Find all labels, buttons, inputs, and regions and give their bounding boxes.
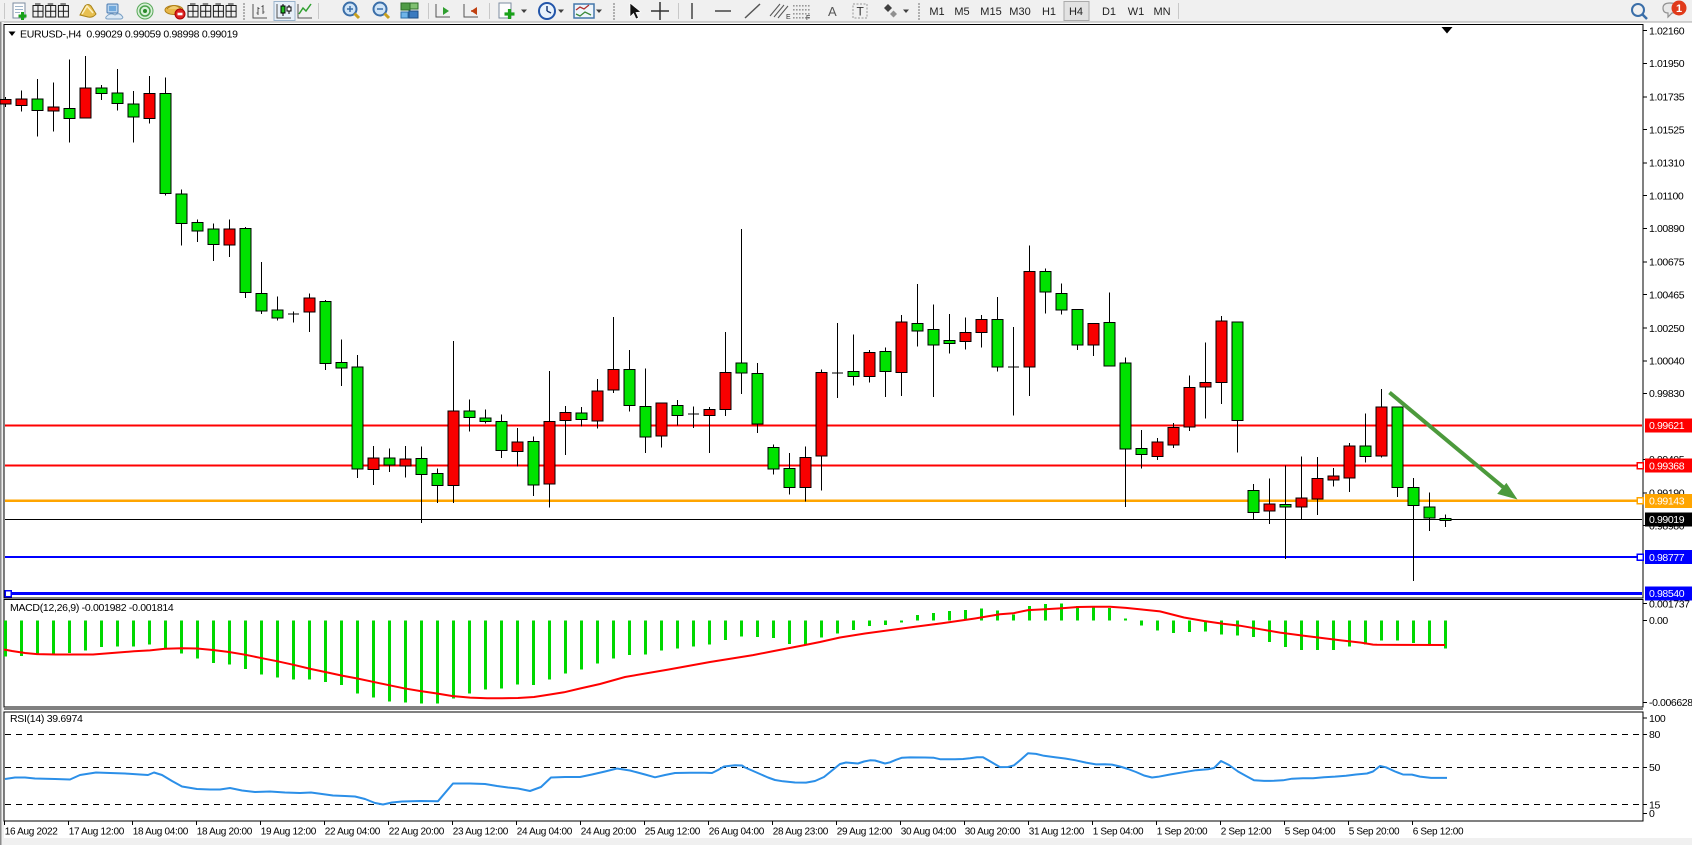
svg-text:MACD(12,26,9) -0.001982 -0.001: MACD(12,26,9) -0.001982 -0.001814 (10, 602, 174, 614)
svg-text:0.99019: 0.99019 (1649, 514, 1685, 526)
svg-text:26 Aug 04:00: 26 Aug 04:00 (709, 827, 765, 838)
svg-text:23 Aug 12:00: 23 Aug 12:00 (453, 827, 509, 838)
svg-text:18 Aug 20:00: 18 Aug 20:00 (197, 827, 253, 838)
svg-text:M30: M30 (1009, 6, 1030, 18)
svg-text:30 Aug 04:00: 30 Aug 04:00 (901, 827, 957, 838)
svg-text:22 Aug 04:00: 22 Aug 04:00 (325, 827, 381, 838)
svg-text:0.98540: 0.98540 (1649, 588, 1685, 600)
svg-text:0.99830: 0.99830 (1649, 388, 1685, 400)
svg-text:1.01100: 1.01100 (1649, 190, 1684, 202)
svg-text:17 Aug 12:00: 17 Aug 12:00 (69, 827, 125, 838)
svg-text:H4: H4 (1069, 6, 1083, 18)
svg-text:-0.006628: -0.006628 (1649, 697, 1692, 709)
svg-text:F: F (806, 15, 810, 22)
svg-text:A: A (828, 4, 837, 19)
svg-text:1.02160: 1.02160 (1649, 25, 1685, 37)
svg-text:1.00465: 1.00465 (1649, 289, 1685, 301)
svg-text:0.001737: 0.001737 (1649, 598, 1690, 610)
svg-text:25 Aug 12:00: 25 Aug 12:00 (645, 827, 701, 838)
svg-text:D1: D1 (1102, 6, 1116, 18)
svg-text:M5: M5 (954, 6, 969, 18)
svg-text:MN: MN (1153, 6, 1170, 18)
svg-text:W1: W1 (1128, 6, 1145, 18)
svg-text:1.00675: 1.00675 (1649, 257, 1685, 269)
svg-text:EURUSD-,H4 0.99029 0.99059 0.: EURUSD-,H4 0.99029 0.99059 0.98998 0.990… (20, 29, 238, 41)
svg-text:0.99143: 0.99143 (1649, 496, 1685, 508)
svg-text:1.00890: 1.00890 (1649, 223, 1685, 235)
svg-text:T: T (857, 5, 865, 19)
svg-text:5 Sep 20:00: 5 Sep 20:00 (1349, 827, 1400, 838)
svg-text:6 Sep 12:00: 6 Sep 12:00 (1413, 827, 1464, 838)
svg-text:1 Sep 04:00: 1 Sep 04:00 (1093, 827, 1144, 838)
svg-text:31 Aug 12:00: 31 Aug 12:00 (1029, 827, 1085, 838)
svg-text:0.00: 0.00 (1649, 615, 1668, 627)
svg-text:1.01310: 1.01310 (1649, 158, 1685, 170)
svg-text:1.01525: 1.01525 (1649, 124, 1685, 136)
svg-text:RSI(14) 39.6974: RSI(14) 39.6974 (10, 713, 83, 725)
svg-text:1.00040: 1.00040 (1649, 356, 1685, 368)
svg-text:1.01735: 1.01735 (1649, 92, 1685, 104)
svg-text:28 Aug 23:00: 28 Aug 23:00 (773, 827, 829, 838)
svg-text:M1: M1 (929, 6, 944, 18)
svg-text:M15: M15 (980, 6, 1001, 18)
svg-text:0.98777: 0.98777 (1649, 552, 1685, 564)
svg-text:1.01950: 1.01950 (1649, 58, 1685, 70)
svg-text:15: 15 (1649, 799, 1660, 811)
svg-text:1: 1 (1676, 3, 1682, 15)
svg-text:5 Sep 04:00: 5 Sep 04:00 (1285, 827, 1336, 838)
svg-text:E: E (786, 14, 791, 21)
svg-text:0: 0 (1649, 808, 1655, 820)
svg-text:100: 100 (1649, 713, 1666, 725)
svg-text:19 Aug 12:00: 19 Aug 12:00 (261, 827, 317, 838)
svg-text:0.99621: 0.99621 (1649, 420, 1685, 432)
svg-text:H1: H1 (1042, 6, 1056, 18)
svg-text:16 Aug 2022: 16 Aug 2022 (5, 827, 59, 838)
svg-text:22 Aug 20:00: 22 Aug 20:00 (389, 827, 445, 838)
svg-text:24 Aug 04:00: 24 Aug 04:00 (517, 827, 573, 838)
svg-text:80: 80 (1649, 729, 1660, 741)
svg-text:2 Sep 12:00: 2 Sep 12:00 (1221, 827, 1272, 838)
svg-text:50: 50 (1649, 762, 1660, 774)
svg-text:1.00250: 1.00250 (1649, 323, 1685, 335)
svg-text:24 Aug 20:00: 24 Aug 20:00 (581, 827, 637, 838)
svg-text:0.99368: 0.99368 (1649, 460, 1685, 472)
svg-text:30 Aug 20:00: 30 Aug 20:00 (965, 827, 1021, 838)
svg-text:18 Aug 04:00: 18 Aug 04:00 (133, 827, 189, 838)
svg-text:1 Sep 20:00: 1 Sep 20:00 (1157, 827, 1208, 838)
svg-text:29 Aug 12:00: 29 Aug 12:00 (837, 827, 893, 838)
